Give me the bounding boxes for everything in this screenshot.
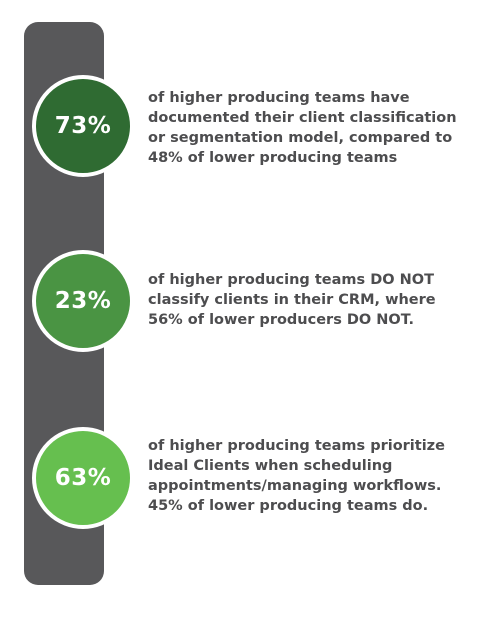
stat-description-line: 48% of lower producing teams bbox=[148, 150, 398, 166]
stat-percent-value: 73% bbox=[54, 113, 112, 139]
stat-percent-value: 23% bbox=[54, 288, 112, 314]
stat-percent-value: 63% bbox=[54, 465, 112, 491]
stat-description-line: or segmentation model, compared to bbox=[148, 130, 453, 146]
stat-description-line: Ideal Clients when scheduling bbox=[148, 458, 393, 474]
stat-description-line: 45% of lower producing teams do. bbox=[148, 498, 429, 514]
stat-description-3: of higher producing teams prioritize Ide… bbox=[148, 436, 488, 516]
stat-description-line: of higher producing teams prioritize bbox=[148, 438, 445, 454]
stat-description-1: of higher producing teams have documente… bbox=[148, 88, 488, 168]
stat-description-line: 56% of lower producers DO NOT. bbox=[148, 312, 414, 328]
stat-percent-circle-1: 73% bbox=[32, 75, 134, 177]
stat-description-line: documented their client classification bbox=[148, 110, 457, 126]
stat-percent-circle-2: 23% bbox=[32, 250, 134, 352]
stat-description-2: of higher producing teams DO NOT classif… bbox=[148, 270, 488, 330]
stat-description-line: appointments/managing workflows. bbox=[148, 478, 442, 494]
stat-description-line: classify clients in their CRM, where bbox=[148, 292, 436, 308]
stat-description-line: of higher producing teams DO NOT bbox=[148, 272, 434, 288]
stat-description-line: of higher producing teams have bbox=[148, 90, 410, 106]
stat-percent-circle-3: 63% bbox=[32, 427, 134, 529]
